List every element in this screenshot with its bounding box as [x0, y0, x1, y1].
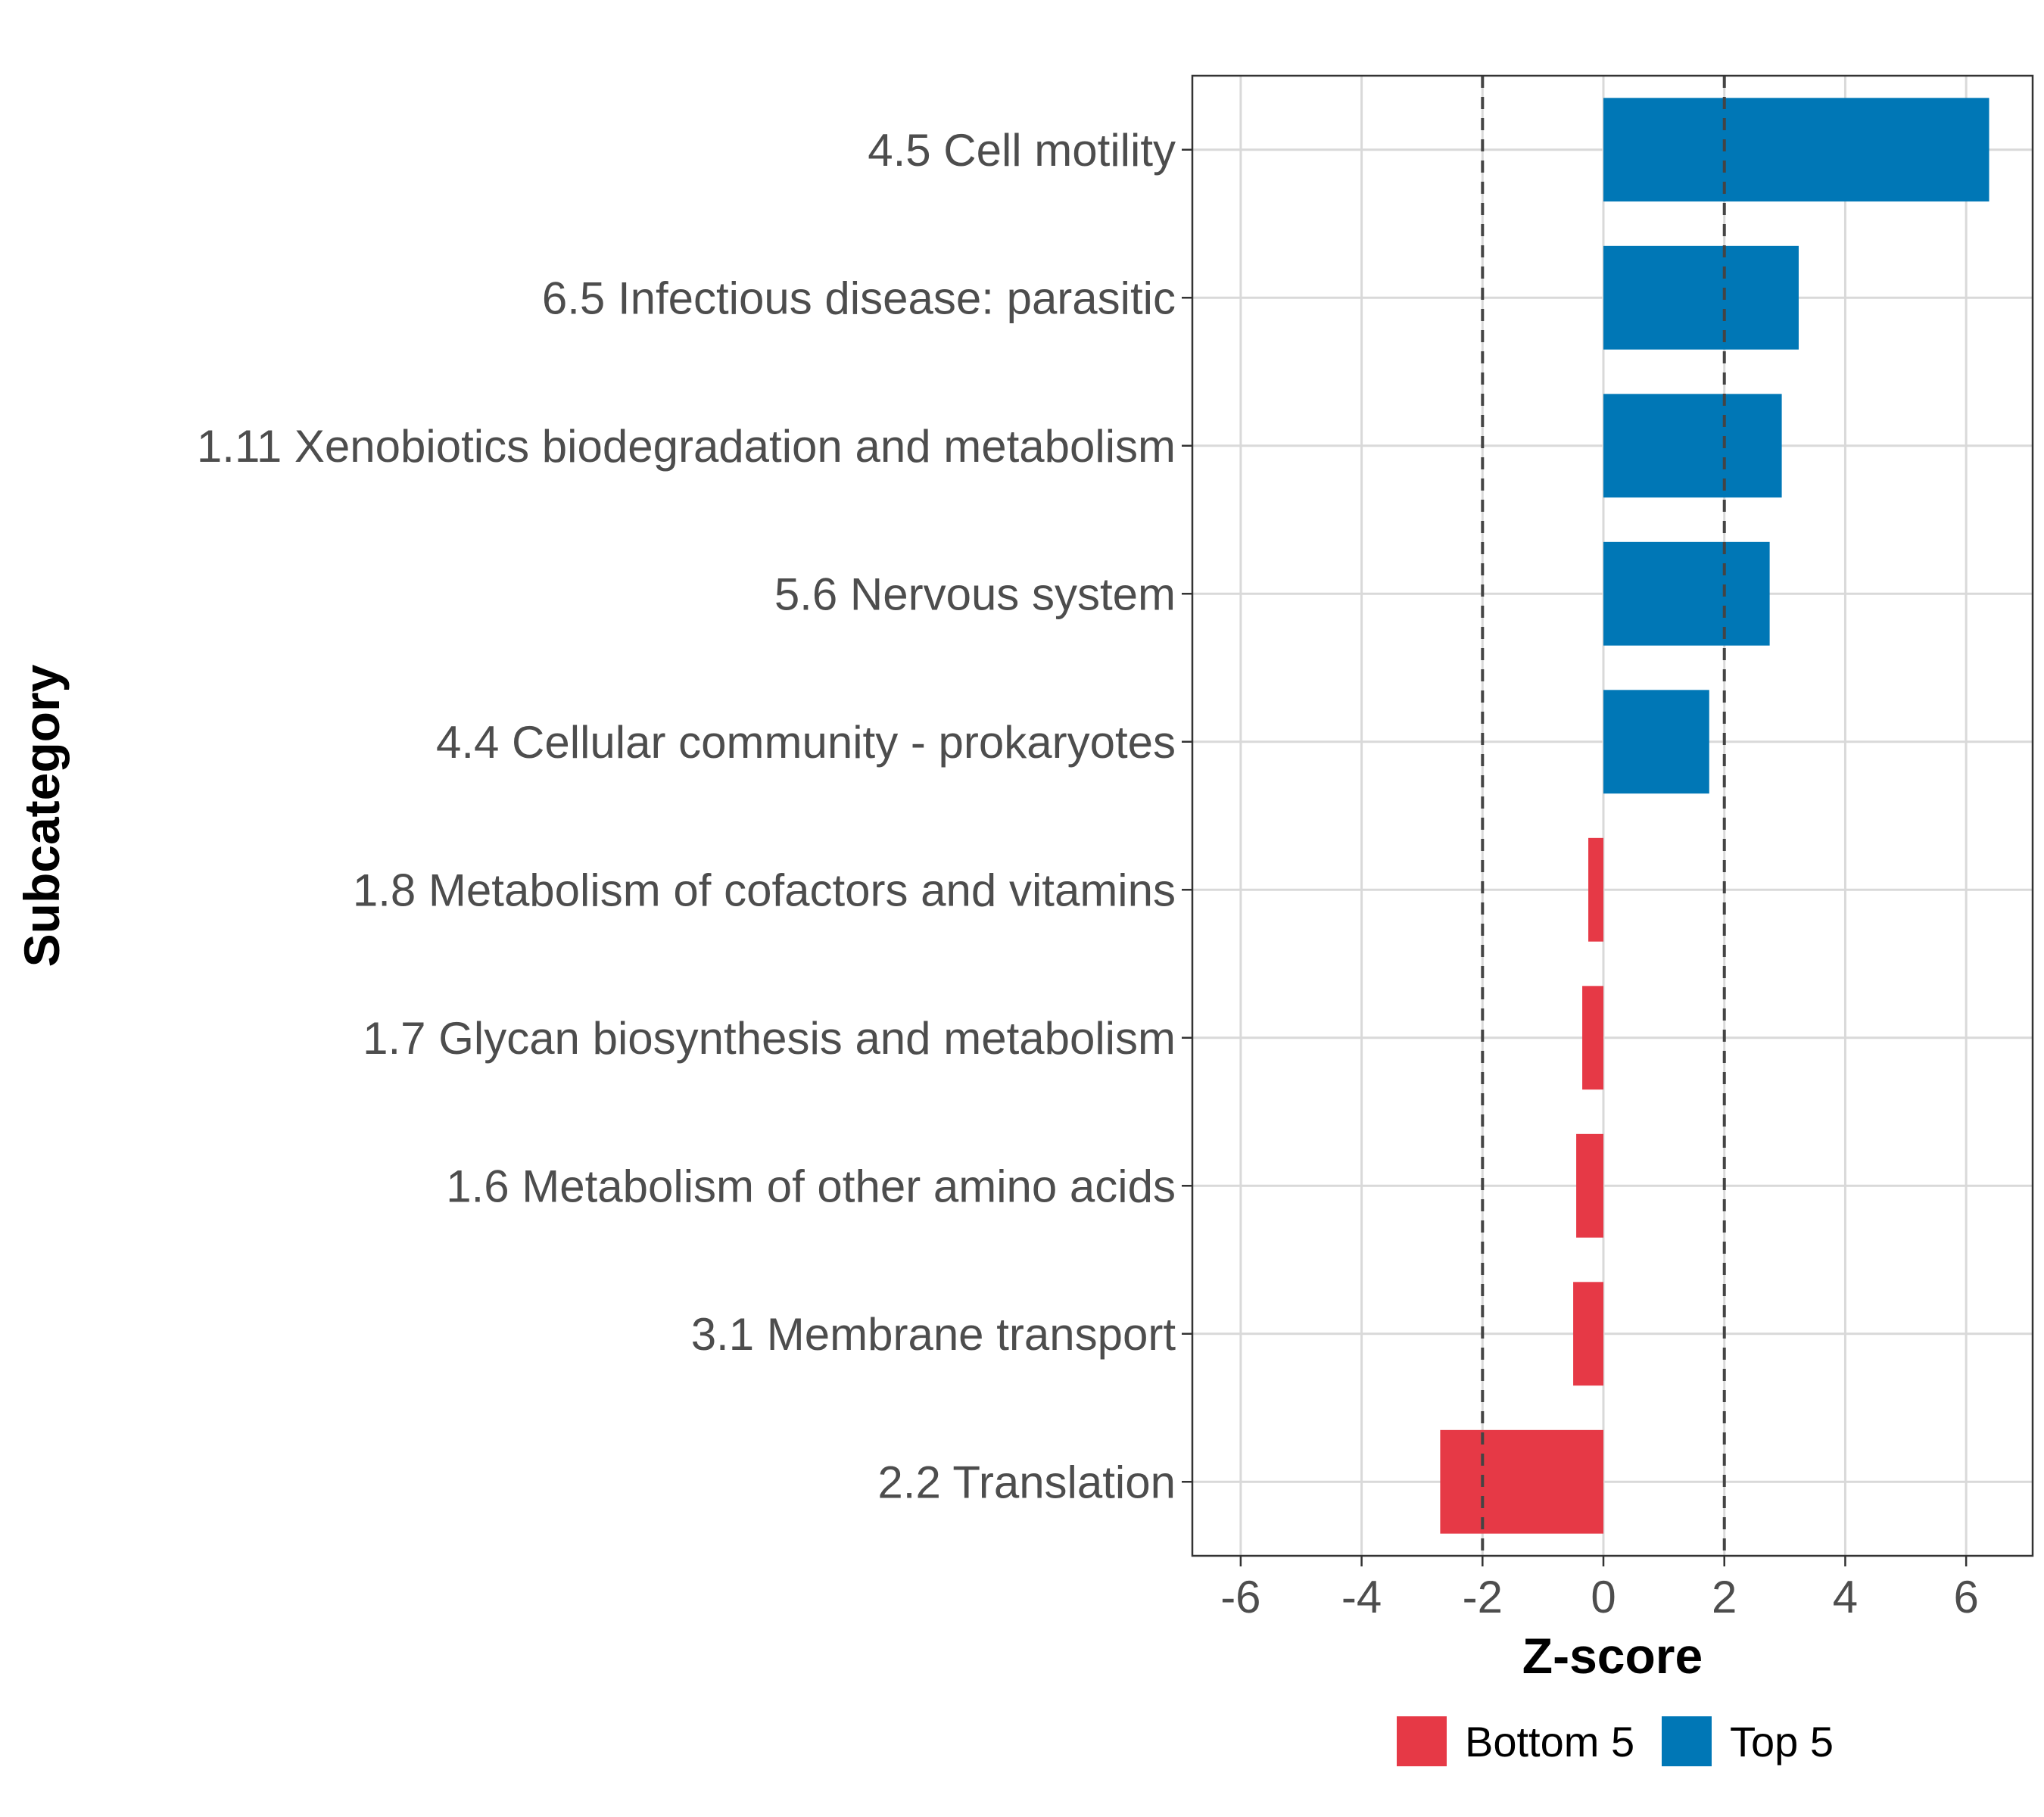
legend: Bottom 5 Top 5 — [1397, 1716, 1834, 1766]
y-tick-labels: 4.5 Cell motility 6.5 Infectious disease:… — [197, 125, 1176, 1508]
bar — [1603, 541, 1770, 646]
y-tick-label: 4.4 Cellular community - prokaryotes — [436, 717, 1176, 768]
y-tick-label: 4.5 Cell motility — [868, 125, 1176, 176]
y-tick-label: 5.6 Nervous system — [774, 569, 1176, 619]
legend-swatch — [1662, 1716, 1712, 1766]
y-tick-label: 1.6 Metabolism of other amino acids — [446, 1161, 1176, 1211]
bars — [1440, 98, 1989, 1534]
y-tick-marks — [1182, 148, 1192, 1483]
y-tick-label: 2.2 Translation — [877, 1457, 1176, 1507]
x-tick-label: -2 — [1463, 1572, 1503, 1622]
bar — [1588, 837, 1604, 942]
legend-label: Top 5 — [1730, 1718, 1834, 1766]
bar — [1576, 1133, 1604, 1238]
bar — [1603, 394, 1782, 498]
bar — [1603, 98, 1989, 202]
reference-lines — [1481, 76, 1726, 1556]
x-tick-labels: -6 -4 -2 0 2 4 6 — [1220, 1572, 1979, 1622]
bar — [1603, 690, 1709, 794]
x-tick-label: 0 — [1591, 1572, 1616, 1622]
bar — [1603, 245, 1799, 350]
y-tick-label: 3.1 Membrane transport — [691, 1309, 1176, 1360]
x-axis-title: Z-score — [1522, 1628, 1703, 1684]
y-tick-label: 1.7 Glycan biosynthesis and metabolism — [363, 1013, 1176, 1064]
x-tick-label: -6 — [1220, 1572, 1260, 1622]
bar — [1582, 986, 1604, 1090]
y-axis-title: Subcategory — [14, 664, 70, 967]
y-tick-label: 1.11 Xenobiotics biodegradation and meta… — [197, 421, 1176, 472]
y-tick-label: 1.8 Metabolism of cofactors and vitamins — [353, 865, 1176, 915]
legend-label: Bottom 5 — [1465, 1718, 1634, 1766]
x-tick-marks — [1239, 1556, 1968, 1566]
legend-swatch — [1397, 1716, 1447, 1766]
plot-panel-border — [1191, 74, 2034, 1557]
x-tick-label: 2 — [1712, 1572, 1737, 1622]
bar — [1573, 1282, 1604, 1386]
x-tick-label: 6 — [1953, 1572, 1978, 1622]
x-tick-label: -4 — [1341, 1572, 1382, 1622]
y-tick-label: 6.5 Infectious disease: parasitic — [542, 273, 1176, 323]
bar — [1440, 1429, 1604, 1534]
x-tick-label: 4 — [1833, 1572, 1858, 1622]
